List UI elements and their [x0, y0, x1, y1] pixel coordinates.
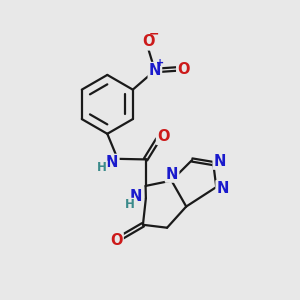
Text: O: O	[177, 61, 190, 76]
Text: N: N	[106, 155, 118, 170]
Text: H: H	[125, 198, 135, 211]
Text: +: +	[156, 58, 164, 68]
Text: O: O	[142, 34, 155, 50]
Text: H: H	[98, 161, 107, 174]
Text: O: O	[110, 233, 123, 248]
Text: N: N	[217, 181, 229, 196]
Text: N: N	[149, 63, 161, 78]
Text: N: N	[214, 154, 226, 169]
Text: N: N	[166, 167, 178, 182]
Text: N: N	[129, 189, 142, 204]
Text: −: −	[148, 28, 159, 40]
Text: O: O	[157, 129, 169, 144]
